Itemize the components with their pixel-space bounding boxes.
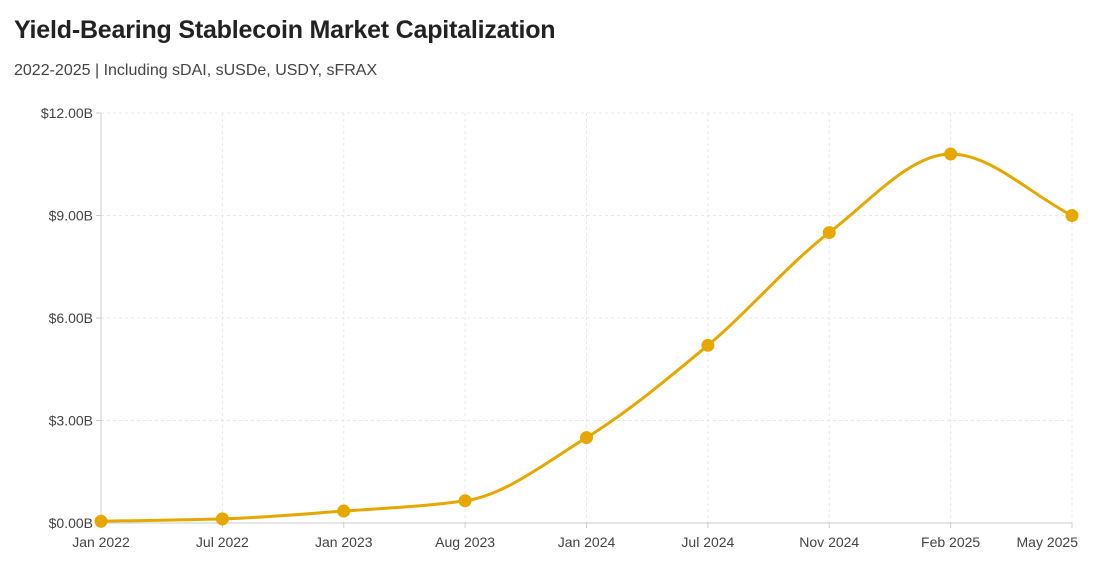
data-point-aug-2023[interactable] [458, 494, 472, 508]
data-points [94, 147, 1079, 528]
data-point-jan-2023[interactable] [337, 504, 351, 518]
x-tick-label: May 2025 [1017, 534, 1079, 550]
data-point-jul-2022[interactable] [215, 512, 229, 526]
x-tick-label: Jan 2024 [558, 534, 616, 550]
axes: $0.00B $3.00B $6.00B $9.00B $12.00B Jan 2022 J… [41, 105, 1078, 550]
grid-lines [101, 112, 1073, 524]
y-tick-label: $6.00B [49, 310, 93, 326]
x-tick-label: Jul 2022 [196, 534, 249, 550]
data-point-jan-2024[interactable] [580, 431, 593, 445]
y-tick-label: $9.00B [49, 208, 93, 224]
chart-subtitle: 2022-2025 | Including sDAI, sUSDe, USDY,… [14, 62, 378, 79]
x-tick-label: Nov 2024 [799, 534, 859, 550]
x-tick-label: Jul 2024 [681, 534, 734, 550]
x-tick-label: Jan 2022 [72, 534, 130, 550]
data-point-nov-2024[interactable] [822, 226, 836, 240]
y-tick-label: $12.00B [41, 105, 93, 121]
x-tick-label: Aug 2023 [435, 534, 495, 550]
chart-title: Yield-Bearing Stablecoin Market Capitali… [14, 16, 556, 44]
data-point-may-2025[interactable] [1065, 209, 1079, 222]
data-point-jan-2022[interactable] [94, 514, 108, 528]
x-tick-label: Feb 2025 [921, 534, 980, 550]
data-point-feb-2025[interactable] [944, 147, 958, 161]
y-tick-label: $0.00B [49, 515, 93, 531]
data-point-jul-2024[interactable] [701, 338, 715, 352]
x-tick-label: Jan 2023 [315, 534, 373, 550]
y-tick-label: $3.00B [49, 413, 93, 429]
